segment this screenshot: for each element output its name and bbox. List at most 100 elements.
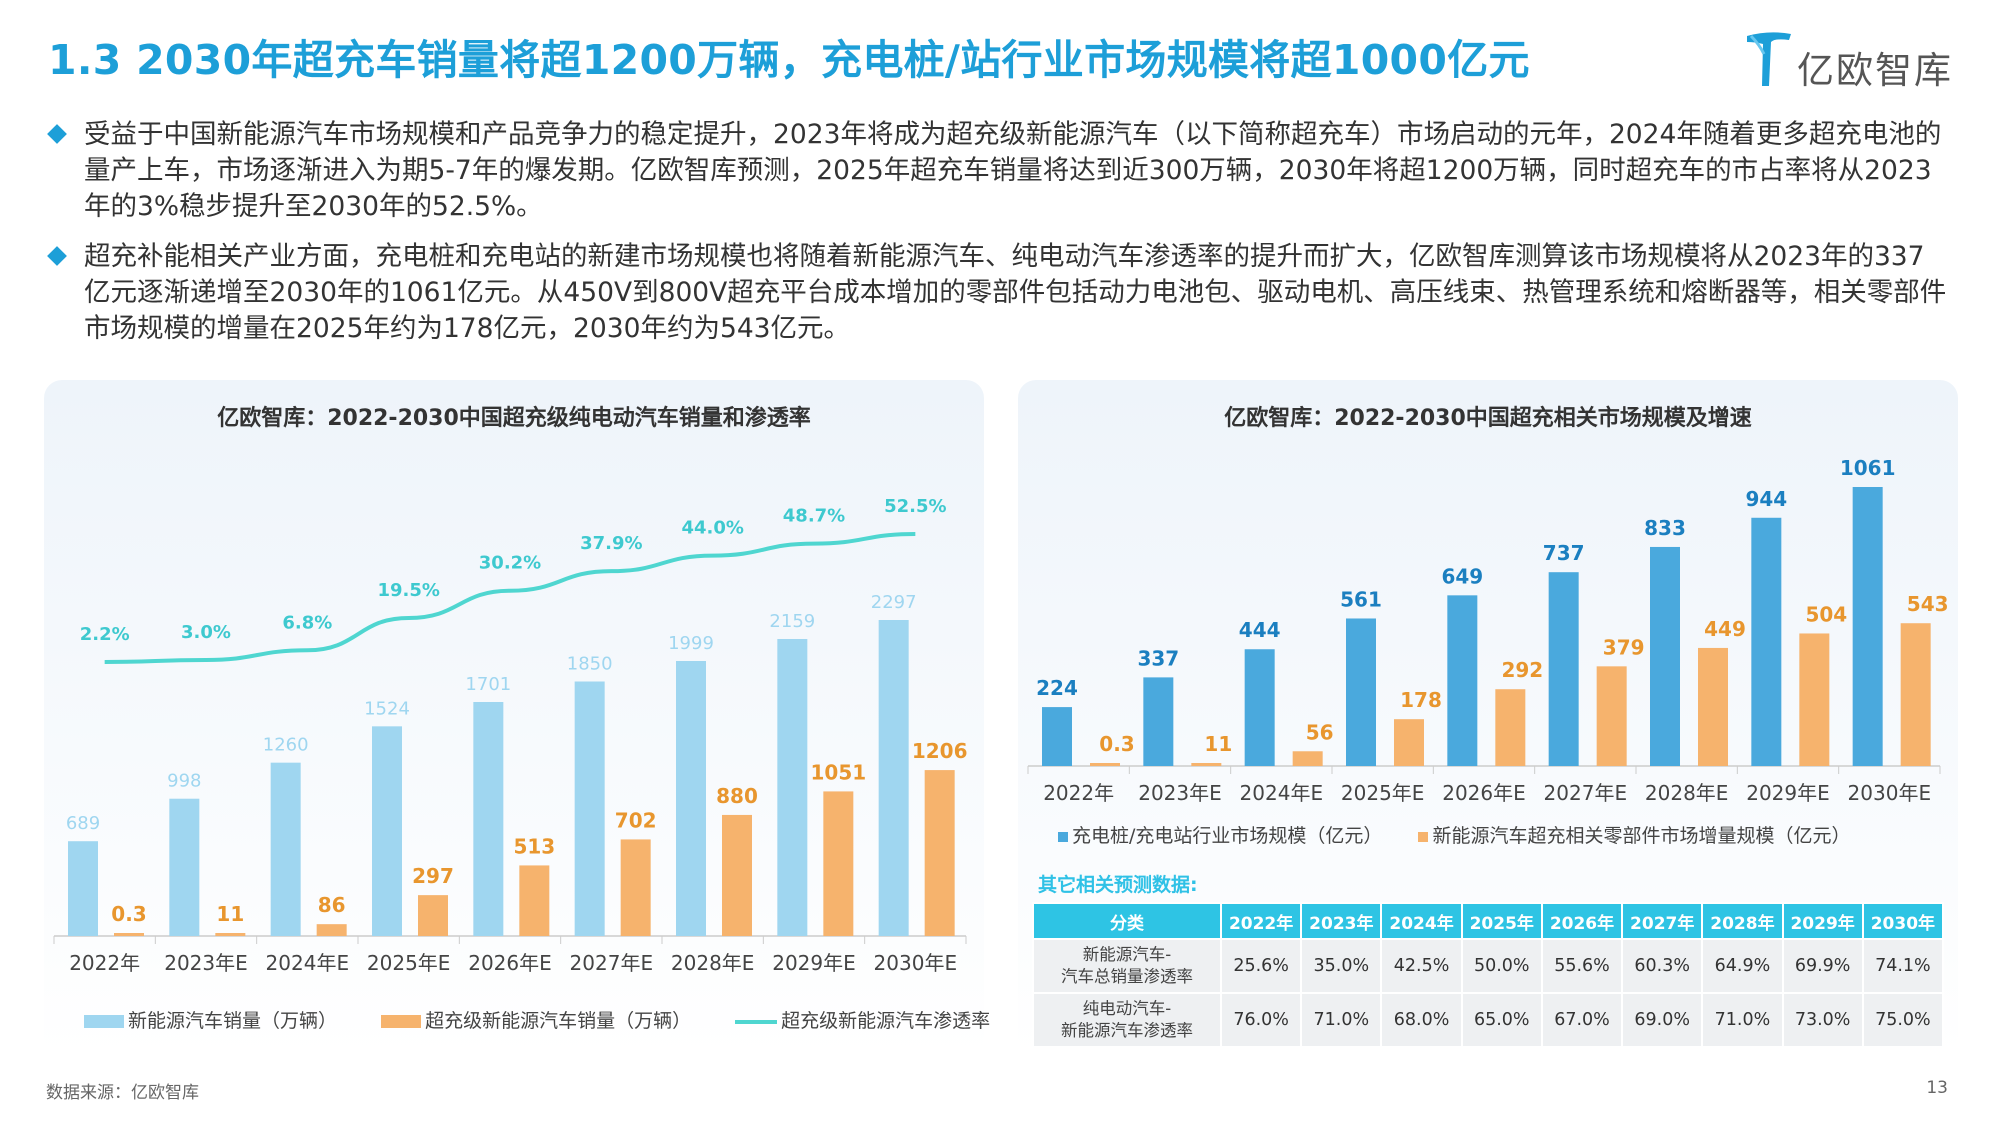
data-label: 1051 (810, 760, 866, 784)
bar (1292, 751, 1323, 766)
data-label: 11 (216, 902, 244, 926)
bar (1596, 666, 1627, 766)
ev-sales-chart-panel: 亿欧智库：2022-2030中国超充级纯电动汽车销量和渗透率 689 0.3 202… (44, 380, 990, 1055)
bullet-text: 受益于中国新能源汽车市场规模和产品竞争力的稳定提升，2023年将成为超充级新能源… (84, 119, 1942, 222)
bar (823, 791, 854, 936)
chart-legend: 新能源汽车销量（万辆） 超充级新能源汽车销量（万辆） 超充级新能源汽车渗透率 (84, 1006, 1028, 1033)
table-header-cell: 2022年 (1219, 902, 1303, 940)
bar (114, 933, 144, 936)
bar (1090, 763, 1120, 766)
legend-swatch-parts-market (1418, 831, 1429, 842)
x-tick-label: 2028年E (671, 951, 755, 975)
row-label-line: 纯电动汽车- (1082, 999, 1172, 1018)
bar (215, 933, 246, 936)
row-label-line: 新能源汽车- (1082, 945, 1172, 964)
data-label: 1850 (567, 653, 613, 674)
penetration-line (104, 532, 916, 664)
table-cell: 76.0% (1219, 992, 1303, 1048)
table-cell: 74.1% (1861, 938, 1945, 994)
table-header-cell: 2023年 (1300, 902, 1383, 940)
x-tick-label: 2030年E (1848, 781, 1932, 805)
line-data-label: 6.8% (282, 612, 332, 633)
legend-item: 超充级新能源汽车销量（万辆） (381, 1006, 691, 1033)
data-label: 513 (513, 834, 555, 858)
bar (1394, 719, 1424, 766)
bar (1548, 572, 1579, 766)
legend-item: 充电桩/充电站行业市场规模（亿元） (1058, 821, 1382, 848)
data-label: 11 (1204, 732, 1232, 756)
logo-mark-icon (1747, 32, 1791, 86)
table-cell: 68.0% (1380, 992, 1463, 1048)
bar (722, 814, 752, 936)
x-tick-label: 2024年E (266, 951, 350, 975)
data-label: 1061 (1840, 456, 1896, 480)
forecast-table: 分类 2022年 2023年 2024年 2025年 2026年 2027年 2… (1032, 902, 1945, 1048)
legend-item: 超充级新能源汽车渗透率 (735, 1006, 990, 1033)
legend-label: 超充级新能源汽车销量（万辆） (425, 1010, 692, 1032)
table-cell: 55.6% (1540, 938, 1624, 994)
table-row-label: 新能源汽车- 汽车总销量渗透率 (1032, 938, 1222, 994)
table-cell: 73.0% (1781, 992, 1864, 1048)
brand-logo: 亿欧智库 (1745, 30, 1965, 92)
data-label: 86 (318, 893, 346, 917)
x-tick-label: 2027年E (570, 951, 654, 975)
x-tick-label: 2022年 (69, 951, 140, 975)
table-cell: 25.6% (1219, 938, 1303, 994)
bar (620, 839, 651, 936)
x-tick-label: 2028年E (1645, 781, 1729, 805)
line-data-label: 3.0% (181, 622, 231, 643)
legend-label: 超充级新能源汽车渗透率 (781, 1010, 991, 1032)
diamond-bullet-icon (47, 246, 67, 266)
data-label: 292 (1501, 658, 1543, 682)
legend-swatch-supercharge-sales (381, 1015, 422, 1028)
legend-label: 新能源汽车销量（万辆） (128, 1010, 338, 1032)
x-tick-label: 2025年E (367, 951, 451, 975)
page-number: 13 (1926, 1078, 1948, 1098)
legend-swatch-charging-market (1058, 831, 1068, 842)
data-label: 880 (716, 784, 758, 808)
bar (574, 681, 605, 936)
data-label: 56 (1306, 720, 1334, 744)
data-label: 337 (1137, 646, 1179, 670)
bar (1447, 595, 1478, 766)
data-label: 2159 (769, 611, 815, 632)
bar (1698, 647, 1728, 766)
data-label: 379 (1603, 635, 1645, 659)
bar (1346, 618, 1376, 766)
table-row-label: 纯电动汽车- 新能源汽车渗透率 (1032, 992, 1222, 1048)
row-label-line: 新能源汽车渗透率 (1061, 1021, 1193, 1040)
bar (878, 620, 909, 936)
data-label: 543 (1907, 592, 1949, 616)
line-data-label: 37.9% (580, 533, 642, 554)
bar (1495, 689, 1526, 766)
data-label: 449 (1704, 617, 1746, 641)
data-label: 0.3 (1099, 732, 1134, 756)
x-tick-label: 2026年E (468, 951, 552, 975)
data-label: 944 (1745, 487, 1787, 511)
legend-item: 新能源汽车超充相关零部件市场增量规模（亿元） (1418, 821, 1850, 848)
bar (473, 701, 504, 936)
bullet-text: 超充补能相关产业方面，充电桩和充电站的新建市场规模也将随着新能源汽车、纯电动汽车… (84, 241, 1947, 344)
x-tick-label: 2022年 (1043, 781, 1114, 805)
bar (1900, 623, 1931, 766)
ev-sales-chart: 689 0.3 2022年 998 11 2023年E 1260 86 2024年E 1524 29… (53, 496, 968, 975)
table-cell: 67.0% (1540, 992, 1624, 1048)
table-cell: 75.0% (1861, 992, 1945, 1048)
line-data-label: 44.0% (681, 518, 743, 539)
bar (418, 895, 448, 936)
table-header-cell: 2027年 (1621, 902, 1704, 940)
table-cell: 64.9% (1701, 938, 1784, 994)
data-label: 224 (1036, 676, 1078, 700)
bar (924, 770, 955, 936)
data-label: 737 (1543, 541, 1585, 565)
data-label: 649 (1441, 564, 1483, 588)
data-label: 833 (1644, 516, 1686, 540)
bar (519, 865, 550, 936)
table-header-cell: 2030年 (1861, 902, 1945, 940)
page-title: 1.3 2030年超充车销量将超1200万辆，充电桩/站行业市场规模将超1000… (48, 36, 1530, 84)
table-row: 新能源汽车- 汽车总销量渗透率 25.6% 35.0% 42.5% 50.0% … (1032, 938, 1945, 994)
chart-title: 亿欧智库：2022-2030中国超充相关市场规模及增速 (1224, 406, 1752, 431)
data-label: 998 (167, 771, 201, 792)
data-label: 444 (1239, 618, 1281, 642)
bullet-item: 受益于中国新能源汽车市场规模和产品竞争力的稳定提升，2023年将成为超充级新能源… (47, 117, 1948, 225)
